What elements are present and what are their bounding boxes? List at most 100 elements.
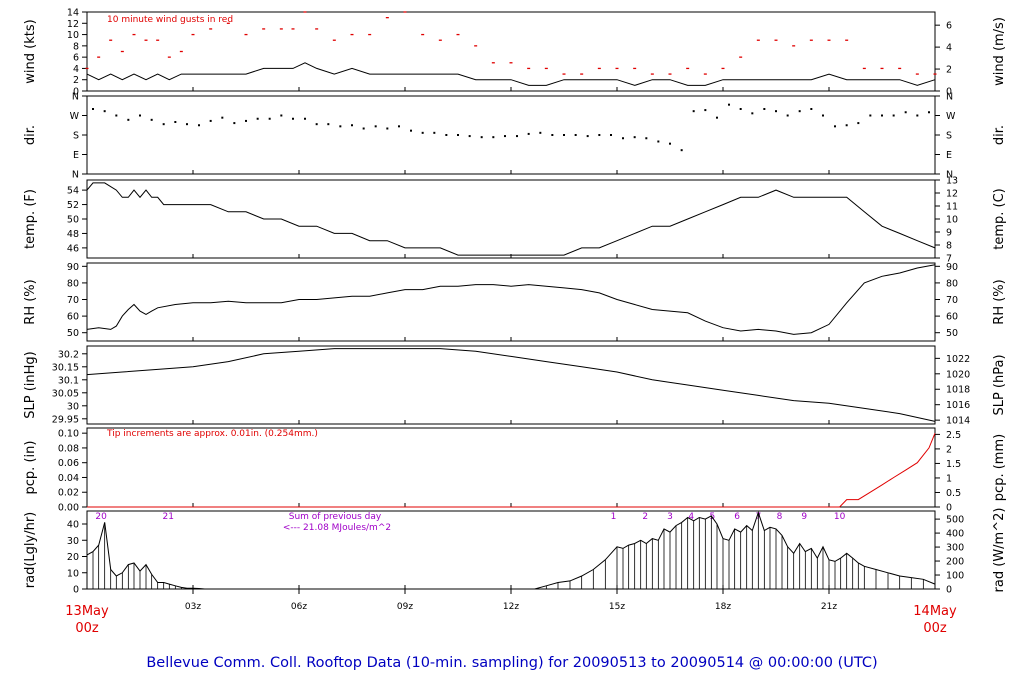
- rad-right-tick-label: 200: [946, 557, 964, 568]
- wind-left-tick-label: 4: [73, 64, 79, 75]
- dir-series-0-dir-point: [728, 103, 731, 106]
- dir-series-0-dir-point: [704, 109, 707, 112]
- dir-series-0-dir-point: [256, 117, 259, 120]
- dir-series-0-dir-point: [139, 114, 141, 117]
- dir-series-0-dir-point: [268, 117, 271, 120]
- rad-series-0-line: [86, 511, 936, 590]
- pcp-right-tick-label: 1: [946, 473, 952, 484]
- dir-series-0-dir-point: [198, 124, 201, 127]
- dir-series-0-dir-point: [857, 122, 860, 125]
- dir-series-0-dir-point: [185, 123, 188, 126]
- dir-series-0-dir-point: [692, 110, 695, 113]
- dir-series-0-dir-point: [351, 124, 353, 127]
- dir-series-0-dir-point: [468, 135, 471, 138]
- dir-series-0-dir-point: [245, 119, 247, 122]
- temp-right-tick-label: 8: [946, 241, 952, 252]
- pcp-left-tick-label: 0.02: [58, 488, 79, 499]
- dir-series-0-dir-point: [174, 121, 177, 123]
- rad-right-tick-label: 100: [946, 571, 964, 582]
- slp-series-0-line: [86, 348, 936, 422]
- dir-series-0-dir-point: [539, 131, 542, 134]
- wind-series-0-line: [86, 62, 936, 86]
- temp-ylabel: temp. (F): [23, 189, 38, 249]
- end-date-label: 14May: [913, 604, 957, 619]
- dir-frame: [86, 95, 936, 175]
- dir-series-0-dir-point: [115, 114, 118, 117]
- rad-right-tick-label: 300: [946, 543, 964, 554]
- time-tick-label: 06z: [291, 602, 307, 612]
- dir-series-0-dir-point: [386, 127, 389, 130]
- dir-series-0-dir-point: [291, 117, 294, 120]
- dir-series-0-dir-point: [669, 142, 671, 145]
- wind-left-tick-label: 2: [73, 75, 79, 86]
- dir-series-0-dir-point: [280, 114, 283, 117]
- slp-left-tick-label: 30.2: [58, 349, 79, 360]
- rh-series-0-line: [86, 264, 936, 335]
- dir-series-0-dir-point: [92, 108, 95, 110]
- wind-left-tick-label: 8: [73, 41, 79, 52]
- slp-ylabel: SLP (inHg): [23, 351, 38, 419]
- rh-right-tick-label: 60: [946, 312, 958, 323]
- dir-series-0-dir-point: [433, 131, 436, 134]
- panel-slp: 29.95 30 30.05 30.1 30.15 30.2 1014 1016 1018 102…: [23, 345, 1007, 427]
- wind-left-tick-label: 10: [67, 30, 79, 41]
- wind-ylabel: wind (kts): [23, 19, 38, 83]
- dir-series-0-dir-point: [563, 134, 565, 136]
- wind-left-tick-label: 6: [73, 53, 79, 64]
- rad-right-tick-label: 500: [946, 515, 964, 526]
- time-tick-label: 21z: [821, 602, 837, 612]
- temp-left-tick-label: 50: [67, 215, 79, 226]
- rad-annotation-line1: Sum of previous day: [289, 512, 382, 522]
- pcp-right-tick-label: 0.5: [946, 488, 961, 499]
- time-tick-label: 09z: [397, 602, 413, 612]
- pcp-left-tick-label: 0.08: [58, 443, 79, 454]
- dir-series-0-dir-point: [304, 117, 307, 120]
- rad-left-tick-label: 20: [67, 552, 79, 563]
- dir-left-tick-label: E: [73, 150, 79, 161]
- slp-ylabel-right: SLP (hPa): [992, 354, 1007, 415]
- rad-ylabel-right: rad (W/m^2): [992, 508, 1007, 593]
- dir-series-0-dir-point: [492, 136, 495, 139]
- dir-series-0-dir-point: [657, 140, 660, 143]
- temp-right-tick-label: 11: [946, 202, 958, 213]
- dir-series-0-dir-point: [845, 124, 848, 127]
- panel-pcp: 0.00 0.02 0.04 0.06 0.08 0.10 0 0.5 1 1.5 2 2.5 pcp.…: [23, 427, 1007, 514]
- dir-series-0-dir-point: [339, 125, 342, 128]
- panel-temp: 46 48 50 52 54 7 8 9 10 11 12 13 temp. (F) temp. (C): [23, 176, 1007, 265]
- dir-series-0-dir-point: [775, 110, 777, 113]
- dir-series-0-dir-point: [798, 110, 801, 113]
- temp-frame: [86, 179, 936, 259]
- dir-series-0-dir-point: [445, 134, 448, 136]
- time-axis: 03z 06z 09z 12z 15z 18z 21z 13May 00z 14May 00z: [65, 589, 957, 636]
- temp-series-0-line: [86, 182, 936, 256]
- pcp-right-tick-label: 2: [946, 444, 952, 455]
- rad-day-label: 2: [642, 512, 648, 522]
- wind-right-tick-label: 6: [946, 21, 952, 32]
- wind-right-tick-label: 0: [946, 87, 952, 98]
- panel-rh: 50 60 70 80 90 50 60 70 80 90 RH (%) RH (%): [23, 262, 1007, 342]
- start-time-label: 00z: [75, 621, 99, 636]
- slp-left-tick-label: 30.1: [58, 375, 79, 386]
- dir-series-0-dir-point: [457, 134, 459, 136]
- start-date-label: 13May: [65, 604, 109, 619]
- pcp-ylabel-right: pcp. (mm): [992, 434, 1007, 501]
- dir-series-0-dir-point: [586, 135, 589, 138]
- wind-left-tick-label: 12: [67, 19, 79, 30]
- rad-left-tick-label: 10: [67, 568, 79, 579]
- pcp-right-tick-label: 0: [946, 503, 952, 514]
- slp-right-tick-label: 1018: [946, 385, 970, 396]
- slp-right-tick-label: 1022: [946, 354, 970, 365]
- time-tick-label: 15z: [609, 602, 625, 612]
- dir-left-tick-label: N: [72, 92, 79, 103]
- slp-left-tick-label: 30: [67, 401, 79, 412]
- dir-series-0-dir-point: [927, 111, 930, 114]
- dir-series-0-dir-point: [221, 116, 224, 119]
- pcp-annotation: Tip increments are approx. 0.01in. (0.25…: [106, 429, 318, 439]
- pcp-ylabel: pcp. (in): [23, 441, 38, 495]
- wind-left-tick-label: 0: [73, 87, 79, 98]
- dir-right-tick-label: W: [946, 111, 956, 122]
